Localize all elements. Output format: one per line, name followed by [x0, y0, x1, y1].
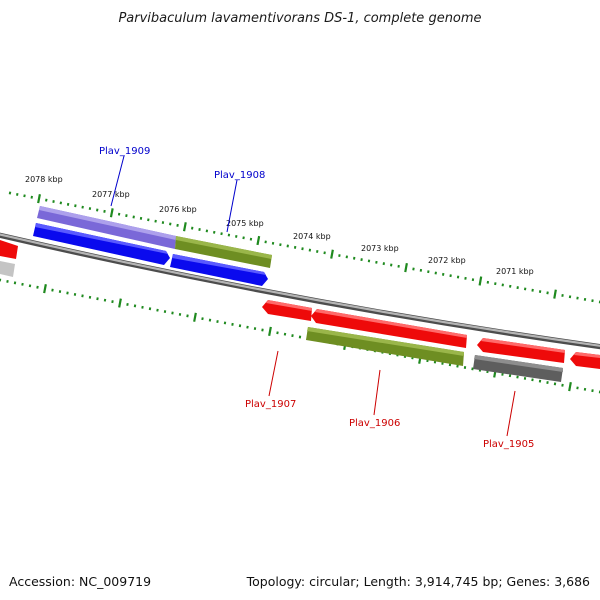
- gene-highlight: [307, 327, 464, 356]
- minor-tick: [16, 192, 19, 196]
- gene-label-plav-1906[interactable]: Plav_1906: [349, 418, 400, 429]
- major-tick: [37, 194, 41, 204]
- major-tick: [109, 208, 114, 218]
- major-tick: [118, 298, 122, 308]
- major-tick: [330, 249, 334, 259]
- minor-tick: [21, 282, 24, 286]
- major-tick: [43, 284, 47, 294]
- minor-tick: [13, 281, 17, 285]
- gene-highlight: [474, 355, 563, 372]
- scale-label: 2076 kbp: [159, 205, 197, 214]
- scale-label: 2071 kbp: [496, 267, 534, 276]
- outer-tick-track: [8, 191, 600, 304]
- gene-highlight: [266, 300, 312, 311]
- major-tick: [553, 289, 557, 299]
- gene-red-arrow[interactable]: [477, 338, 565, 363]
- chromosome-backbone: [0, 232, 600, 350]
- gene-highlight: [35, 223, 168, 254]
- minor-tick: [51, 288, 54, 292]
- reverse-strand-genes: [0, 240, 600, 382]
- gene-label-plav-1909[interactable]: Plav_1909: [99, 146, 150, 157]
- topology-text: Topology: circular; Length: 3,914,745 bp…: [246, 574, 590, 589]
- minor-tick: [58, 290, 62, 294]
- minor-tick: [8, 191, 12, 195]
- minor-tick: [23, 194, 26, 198]
- gene-highlight: [481, 338, 565, 353]
- gene-highlight: [574, 352, 600, 358]
- gene-labels: Plav_1909 Plav_1908 Plav_1907 Plav_1906 …: [99, 146, 534, 450]
- minor-tick: [6, 279, 9, 283]
- scale-label: 2077 kbp: [92, 190, 130, 199]
- gene-gray-fragment[interactable]: [0, 261, 15, 277]
- major-tick: [568, 381, 572, 392]
- major-tick: [268, 326, 272, 337]
- gene-highlight: [315, 309, 467, 338]
- gene-label-plav-1907[interactable]: Plav_1907: [245, 399, 296, 410]
- scale-label: 2072 kbp: [428, 256, 466, 265]
- scale-label: 2074 kbp: [293, 232, 331, 241]
- major-tick: [478, 276, 483, 286]
- gene-label-plav-1905[interactable]: Plav_1905: [483, 439, 534, 450]
- major-tick: [404, 263, 408, 273]
- gene-red-fragment[interactable]: [0, 240, 18, 259]
- major-tick: [193, 312, 197, 322]
- gene-highlight: [39, 206, 176, 240]
- scale-label: 2075 kbp: [226, 219, 264, 228]
- accession-text: Accession: NC_009719: [9, 574, 151, 589]
- minor-tick: [36, 285, 39, 289]
- minor-tick: [45, 198, 48, 202]
- minor-tick: [28, 284, 32, 288]
- gene-label-plav-1908[interactable]: Plav_1908: [214, 170, 265, 181]
- gene-highlight: [176, 236, 272, 259]
- minor-tick: [66, 202, 70, 206]
- scale-label: 2078 kbp: [25, 175, 63, 184]
- forward-strand-genes: [33, 206, 272, 286]
- gene-highlight: [172, 254, 266, 275]
- major-tick: [256, 235, 261, 246]
- gene-plav-1907[interactable]: [262, 300, 312, 321]
- scale-labels: 2078 kbp 2077 kbp 2076 kbp 2075 kbp 2074…: [25, 175, 534, 276]
- major-tick: [182, 222, 187, 232]
- map-title: Parvibaculum lavamentivorans DS-1, compl…: [118, 11, 481, 26]
- minor-tick: [88, 207, 92, 211]
- gene-leader-lines: [110, 155, 516, 437]
- scale-label: 2073 kbp: [361, 244, 399, 253]
- gene-red-bar[interactable]: [311, 309, 467, 348]
